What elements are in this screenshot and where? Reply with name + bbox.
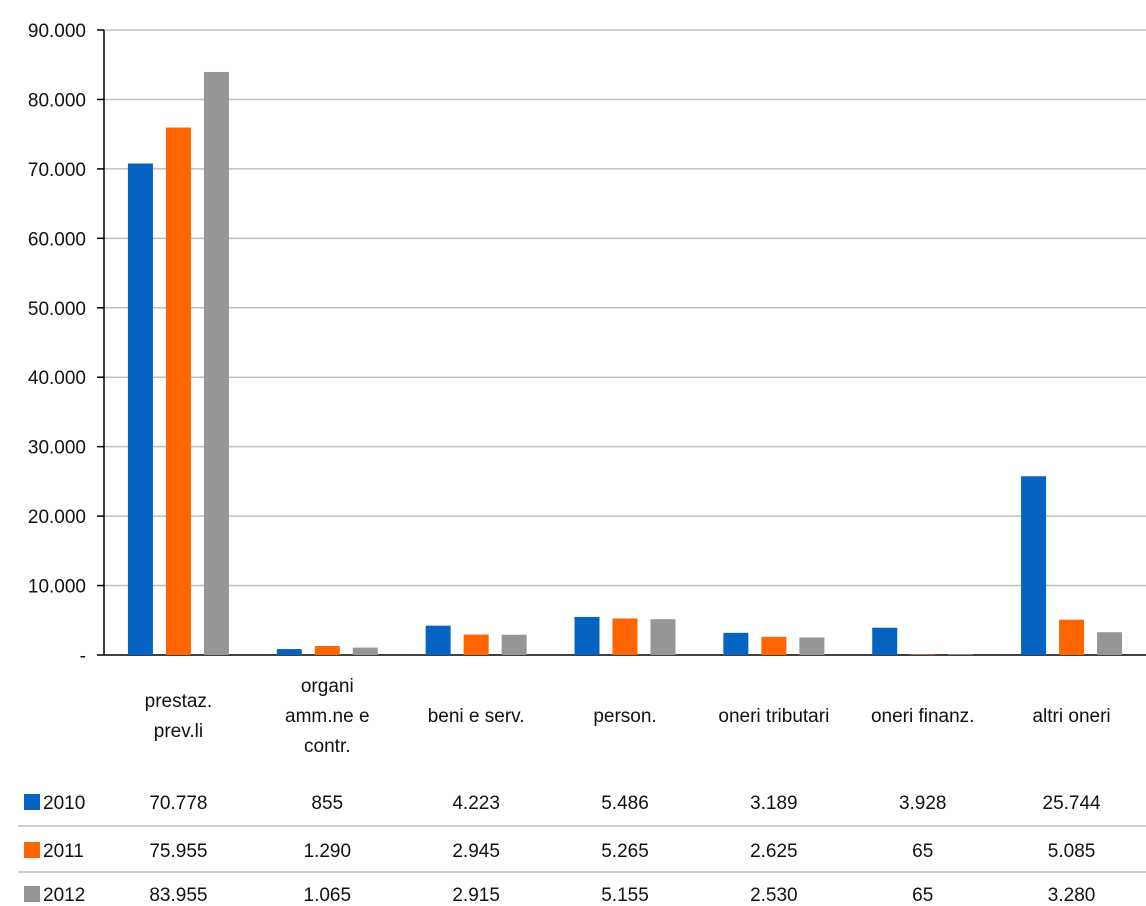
data-label-2010: 4.223 xyxy=(452,793,500,814)
data-label-2012: 1.065 xyxy=(304,885,352,906)
data-label-2011: 5.265 xyxy=(601,841,649,862)
category-label: prestaz. xyxy=(145,691,213,712)
bar-2010-6 xyxy=(1021,476,1047,655)
bar-2010-4 xyxy=(723,632,749,655)
bar-2012-6 xyxy=(1097,632,1123,655)
y-tick-label: 80.000 xyxy=(28,90,86,111)
y-tick-label: 20.000 xyxy=(28,507,86,528)
bar-2011-2 xyxy=(463,634,489,655)
data-label-2010: 25.744 xyxy=(1043,793,1102,814)
y-tick-label: 30.000 xyxy=(28,438,86,459)
category-label: altri oneri xyxy=(1032,706,1110,727)
y-tick-label: 40.000 xyxy=(28,368,86,389)
data-label-2012: 3.280 xyxy=(1048,885,1096,906)
bar-2011-6 xyxy=(1059,619,1085,655)
bar-2011-4 xyxy=(761,636,787,655)
y-tick-label: 10.000 xyxy=(28,577,86,598)
bar-2010-0 xyxy=(127,163,153,655)
data-label-2012: 83.955 xyxy=(149,885,207,906)
category-label: beni e serv. xyxy=(428,706,525,727)
y-tick-label: 70.000 xyxy=(28,160,86,181)
bar-2010-5 xyxy=(872,627,898,655)
bar-2010-2 xyxy=(425,625,451,655)
category-label: amm.ne e xyxy=(285,706,369,727)
category-label: oneri tributari xyxy=(718,706,829,727)
category-label: oneri finanz. xyxy=(871,706,975,727)
bar-2011-3 xyxy=(612,618,638,655)
y-tick-label: 60.000 xyxy=(28,229,86,250)
y-tick-label: 90.000 xyxy=(28,21,86,42)
data-label-2011: 2.945 xyxy=(452,841,500,862)
bar-2011-0 xyxy=(165,127,191,655)
bar-2012-0 xyxy=(203,71,229,655)
data-label-2012: 2.915 xyxy=(452,885,500,906)
bar-2011-1 xyxy=(314,646,340,655)
category-label: prev.li xyxy=(154,721,203,742)
bar-2012-3 xyxy=(650,619,676,655)
legend-label-2010: 2010 xyxy=(43,793,85,814)
data-label-2010: 5.486 xyxy=(601,793,649,814)
bar-2012-4 xyxy=(799,637,825,655)
bar-2012-1 xyxy=(352,647,378,655)
data-label-2010: 855 xyxy=(311,793,343,814)
bar-2010-1 xyxy=(276,649,302,655)
y-tick-label: - xyxy=(80,646,86,667)
data-label-2010: 3.189 xyxy=(750,793,798,814)
data-label-2012: 65 xyxy=(912,885,933,906)
legend-label-2012: 2012 xyxy=(43,885,85,906)
legend-label-2011: 2011 xyxy=(43,841,84,862)
category-label: contr. xyxy=(304,736,350,757)
data-label-2011: 75.955 xyxy=(149,841,207,862)
data-label-2012: 2.530 xyxy=(750,885,798,906)
legend-key-2011 xyxy=(24,842,40,858)
y-tick-label: 50.000 xyxy=(28,299,86,320)
category-label: organi xyxy=(301,676,354,697)
bar-2010-3 xyxy=(574,616,600,655)
data-label-2011: 2.625 xyxy=(750,841,798,862)
category-label: person. xyxy=(593,706,656,727)
data-label-2011: 5.085 xyxy=(1048,841,1096,862)
data-label-2010: 70.778 xyxy=(149,793,207,814)
bar-2012-2 xyxy=(501,634,527,655)
legend-key-2012 xyxy=(24,886,40,902)
data-label-2010: 3.928 xyxy=(899,793,947,814)
legend-key-2010 xyxy=(24,794,40,810)
data-label-2012: 5.155 xyxy=(601,885,649,906)
data-label-2011: 65 xyxy=(912,841,933,862)
data-label-2011: 1.290 xyxy=(304,841,352,862)
